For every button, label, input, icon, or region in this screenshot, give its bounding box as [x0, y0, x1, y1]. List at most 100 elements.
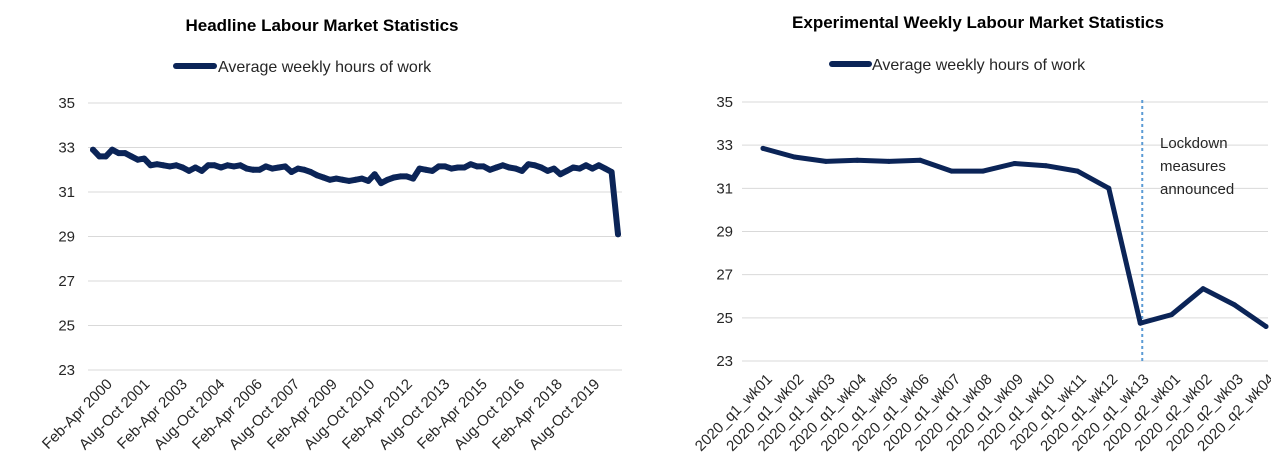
data-point — [154, 161, 160, 168]
data-point — [147, 162, 154, 169]
data-point — [435, 163, 442, 170]
data-point — [288, 169, 295, 175]
data-point — [615, 231, 621, 238]
data-point — [506, 164, 513, 171]
data-point — [134, 156, 141, 163]
data-point — [480, 163, 487, 170]
data-point — [96, 153, 103, 160]
data-point — [365, 177, 372, 184]
data-point — [487, 166, 493, 173]
data-point — [179, 164, 186, 171]
annotation-line-1: Lockdown — [1160, 135, 1228, 152]
data-point — [186, 167, 192, 174]
data-point — [1043, 163, 1049, 169]
data-point — [269, 165, 276, 172]
data-point — [205, 162, 212, 169]
y-tick-label: 29 — [716, 224, 733, 241]
data-point — [416, 165, 423, 172]
data-point — [1232, 302, 1238, 308]
data-point — [917, 157, 923, 163]
series-group — [90, 146, 621, 238]
data-point — [1012, 161, 1017, 166]
data-point — [1137, 320, 1143, 326]
data-point — [230, 163, 237, 170]
data-point — [474, 163, 481, 170]
data-point — [442, 163, 449, 170]
data-point — [384, 176, 391, 183]
data-point — [397, 173, 404, 180]
y-tick-label: 35 — [58, 95, 75, 112]
data-point — [294, 165, 301, 172]
data-point — [949, 168, 955, 174]
data-point — [422, 166, 429, 173]
series-line — [760, 145, 1269, 329]
data-point — [576, 165, 583, 172]
y-tick-label: 27 — [58, 273, 75, 290]
data-point — [461, 164, 468, 171]
data-point — [128, 153, 135, 160]
chart-title: Experimental Weekly Labour Market Statis… — [792, 13, 1164, 32]
y-tick-label: 25 — [58, 318, 75, 335]
data-point — [346, 177, 353, 184]
data-point — [563, 167, 570, 174]
data-point — [499, 162, 506, 169]
y-tick-label: 29 — [58, 229, 75, 246]
lockdown-annotation: Lockdown measures announced — [1141, 100, 1234, 361]
data-point — [243, 165, 250, 172]
data-point — [314, 172, 321, 179]
data-point — [333, 175, 340, 182]
data-point — [544, 167, 551, 174]
data-point — [358, 175, 365, 182]
data-point — [1106, 185, 1112, 191]
data-point — [525, 161, 532, 168]
data-point — [102, 153, 109, 160]
data-point — [198, 167, 205, 174]
data-point — [141, 155, 148, 162]
data-point — [429, 167, 436, 174]
data-point — [886, 158, 892, 164]
data-point — [531, 162, 538, 169]
data-point — [390, 174, 397, 181]
y-tick-label: 35 — [716, 94, 733, 111]
data-point — [1263, 324, 1269, 329]
data-point — [410, 175, 417, 182]
data-point — [250, 166, 257, 173]
y-axis: 23 25 27 29 31 33 35 — [716, 94, 733, 370]
y-tick-label: 33 — [58, 140, 75, 157]
data-point — [301, 166, 308, 173]
data-point — [218, 164, 224, 171]
chart-title: Headline Labour Market Statistics — [185, 16, 458, 35]
data-point — [980, 168, 986, 174]
data-point — [454, 164, 461, 171]
data-point — [595, 162, 602, 169]
data-point — [608, 169, 615, 175]
data-point — [791, 154, 797, 160]
data-point — [467, 161, 474, 168]
data-point — [557, 171, 564, 178]
data-point — [570, 164, 577, 171]
data-point — [211, 162, 218, 169]
data-point — [448, 165, 455, 172]
data-point — [173, 162, 180, 169]
data-point — [90, 146, 96, 153]
data-point — [403, 173, 410, 180]
data-point — [256, 166, 263, 173]
data-point — [602, 165, 609, 172]
legend-label: Average weekly hours of work — [872, 57, 1086, 74]
data-point — [122, 150, 128, 157]
data-point — [512, 165, 519, 172]
data-point — [519, 167, 525, 174]
data-point — [115, 150, 122, 157]
data-point — [538, 164, 545, 171]
y-tick-label: 31 — [716, 180, 733, 197]
legend-label: Average weekly hours of work — [218, 59, 432, 76]
experimental-chart: Experimental Weekly Labour Market Statis… — [692, 13, 1271, 455]
data-point — [760, 145, 766, 151]
data-point — [320, 174, 327, 181]
annotation-line-3: announced — [1160, 181, 1234, 198]
data-point — [589, 165, 596, 172]
y-tick-label: 25 — [716, 310, 733, 327]
data-point — [307, 169, 314, 175]
